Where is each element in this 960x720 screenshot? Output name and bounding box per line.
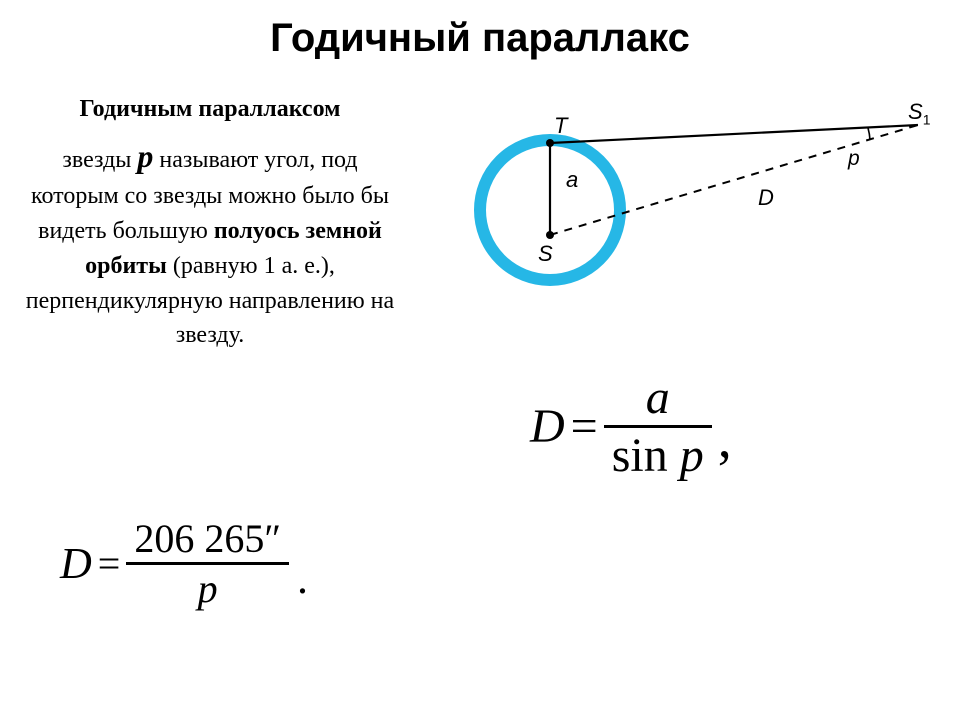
f2-fraction: 206 265″ p: [126, 515, 289, 612]
f2-num: 206 265″: [126, 515, 289, 562]
formula-arcsec: D = 206 265″ p .: [60, 515, 308, 612]
angle-arc-p: [868, 128, 870, 140]
f1-comma: ,: [712, 407, 732, 483]
f1-fraction: a sin p: [604, 370, 712, 483]
f1-num: a: [646, 371, 670, 424]
f2-eq: =: [92, 540, 127, 587]
label-D: D: [758, 185, 774, 211]
label-S1-S: S: [908, 99, 923, 124]
label-S1-sub: 1: [923, 111, 931, 127]
f1-den-sin: sin: [612, 429, 680, 482]
label-a: a: [566, 167, 578, 193]
label-S: S: [538, 241, 553, 267]
definition-body: звезды p называют угол, под которым со з…: [20, 133, 400, 353]
parallax-diagram: T S S1 a D p: [430, 105, 950, 365]
definition-block: Годичным параллаксом звезды p называют у…: [20, 92, 400, 353]
definition-term: Годичным параллаксом: [80, 96, 341, 122]
label-S1: S1: [908, 99, 930, 127]
f1-eq: =: [565, 399, 604, 454]
f1-D: D: [530, 399, 565, 454]
label-T: T: [554, 113, 567, 139]
diagram-svg: [430, 105, 950, 365]
line-T-S1: [550, 125, 918, 143]
f2-period: .: [289, 553, 308, 612]
page-title: Годичный параллакс: [0, 16, 960, 61]
label-p: p: [848, 147, 860, 171]
point-T: [546, 139, 554, 147]
def-pre: звезды: [62, 147, 137, 173]
p-letter: p: [137, 138, 153, 174]
line-S-S1: [550, 125, 918, 235]
f2-D: D: [60, 538, 92, 589]
f1-den-p: p: [680, 429, 704, 482]
point-S: [546, 231, 554, 239]
def-tail: (равную 1 а. е.), перпендикулярную напра…: [26, 253, 394, 349]
f2-den: p: [198, 566, 218, 611]
formula-sin: D = a sin p ,: [530, 370, 732, 483]
